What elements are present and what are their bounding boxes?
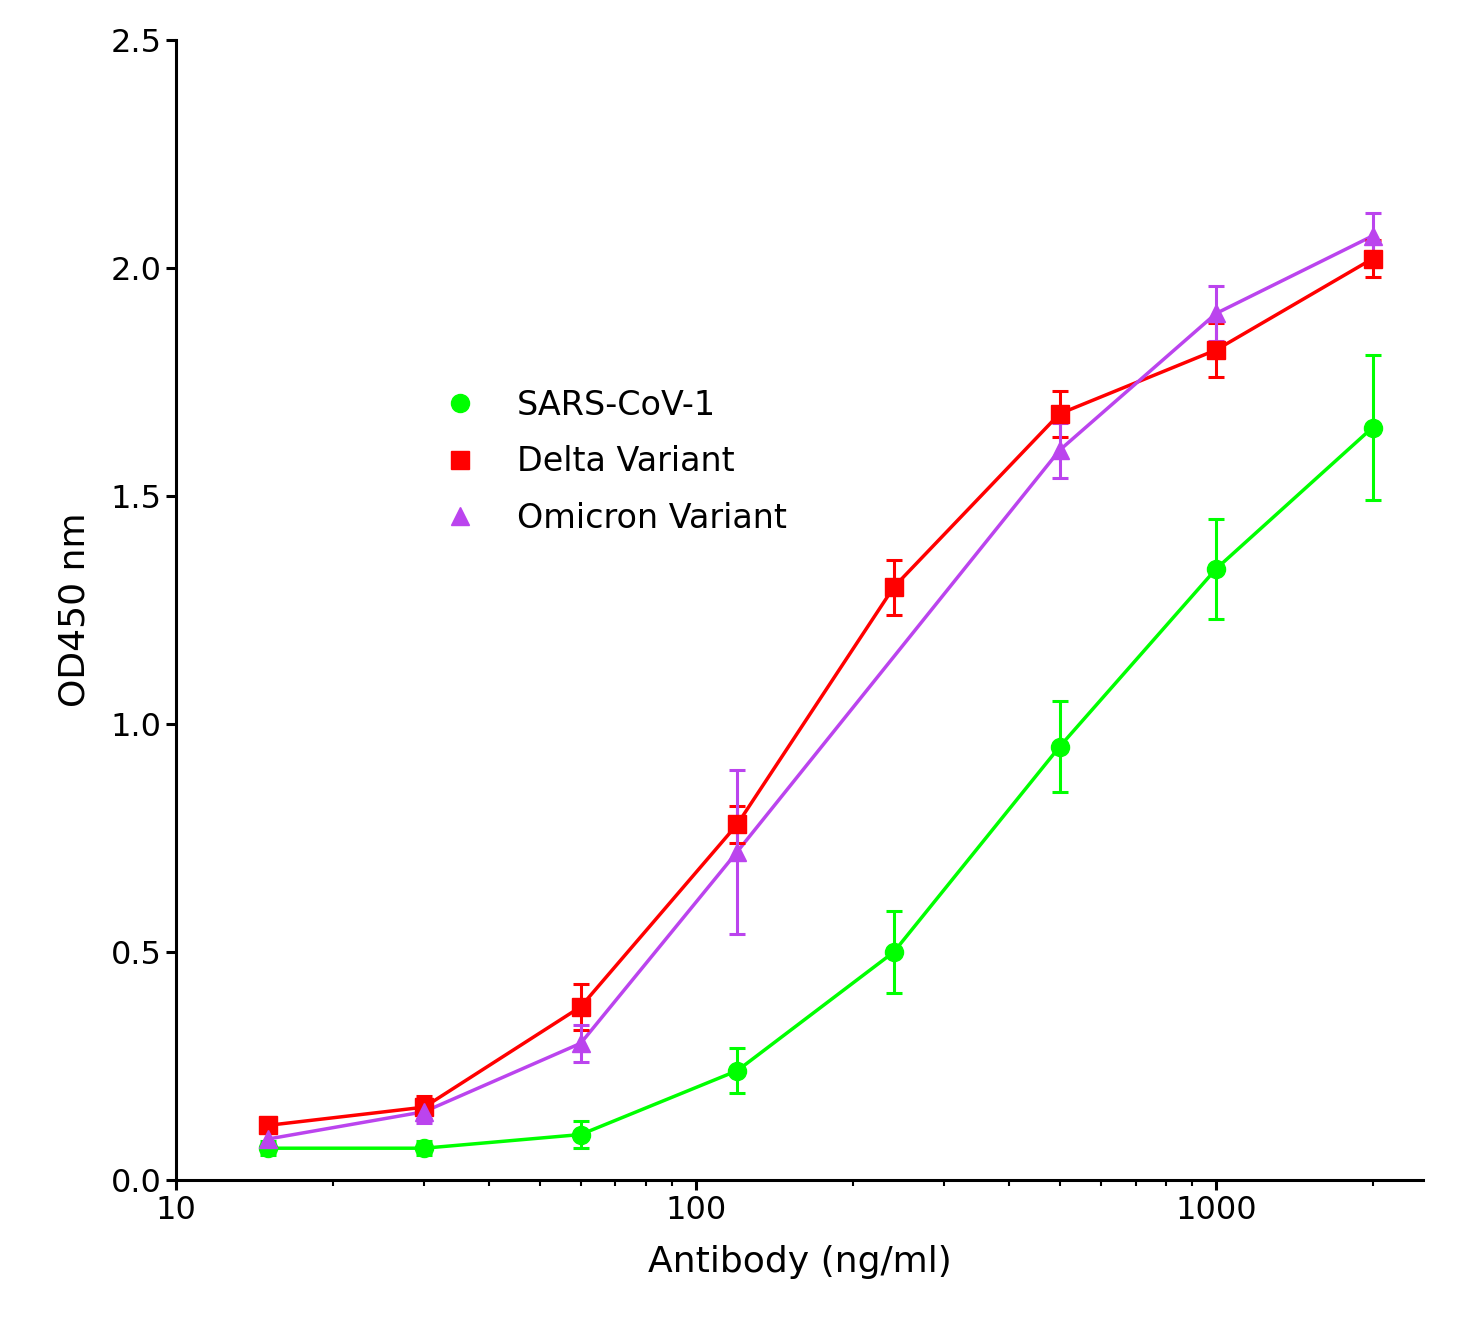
SARS-CoV-1 bbox=[415, 1140, 433, 1156]
Y-axis label: OD450 nm: OD450 nm bbox=[57, 513, 91, 707]
Delta Variant bbox=[258, 1118, 276, 1134]
Line: SARS-CoV-1: SARS-CoV-1 bbox=[258, 419, 1382, 1158]
Legend: SARS-CoV-1, Delta Variant, Omicron Variant: SARS-CoV-1, Delta Variant, Omicron Varia… bbox=[417, 375, 801, 548]
Delta Variant bbox=[729, 817, 747, 833]
Omicron Variant bbox=[258, 1131, 276, 1147]
SARS-CoV-1 bbox=[1207, 561, 1225, 577]
Line: Omicron Variant: Omicron Variant bbox=[258, 227, 1382, 1148]
Omicron Variant bbox=[415, 1103, 433, 1119]
Delta Variant bbox=[1050, 406, 1068, 422]
Delta Variant bbox=[1207, 342, 1225, 358]
Omicron Variant bbox=[1364, 228, 1382, 244]
SARS-CoV-1 bbox=[1364, 419, 1382, 435]
SARS-CoV-1 bbox=[729, 1062, 747, 1078]
SARS-CoV-1 bbox=[572, 1127, 590, 1143]
SARS-CoV-1 bbox=[258, 1140, 276, 1156]
Delta Variant bbox=[572, 998, 590, 1014]
Omicron Variant bbox=[729, 843, 747, 859]
SARS-CoV-1 bbox=[885, 944, 902, 960]
Omicron Variant bbox=[1207, 305, 1225, 321]
Line: Delta Variant: Delta Variant bbox=[258, 249, 1382, 1135]
X-axis label: Antibody (ng/ml): Antibody (ng/ml) bbox=[647, 1245, 952, 1280]
Delta Variant bbox=[1364, 251, 1382, 267]
Delta Variant bbox=[415, 1099, 433, 1115]
Delta Variant bbox=[885, 579, 902, 595]
SARS-CoV-1 bbox=[1050, 739, 1068, 754]
Omicron Variant bbox=[1050, 443, 1068, 459]
Omicron Variant bbox=[572, 1036, 590, 1052]
